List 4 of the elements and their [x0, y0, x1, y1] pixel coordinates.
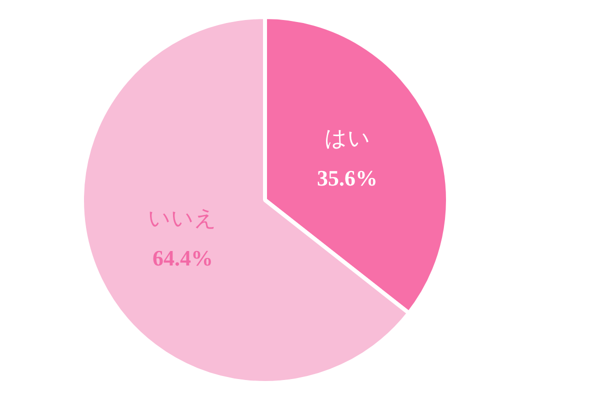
data-label: 64.4%: [152, 246, 213, 271]
slice-label: いいえ: [148, 206, 218, 232]
data-label: 35.6%: [317, 166, 378, 191]
slice-label: はい: [324, 126, 370, 152]
